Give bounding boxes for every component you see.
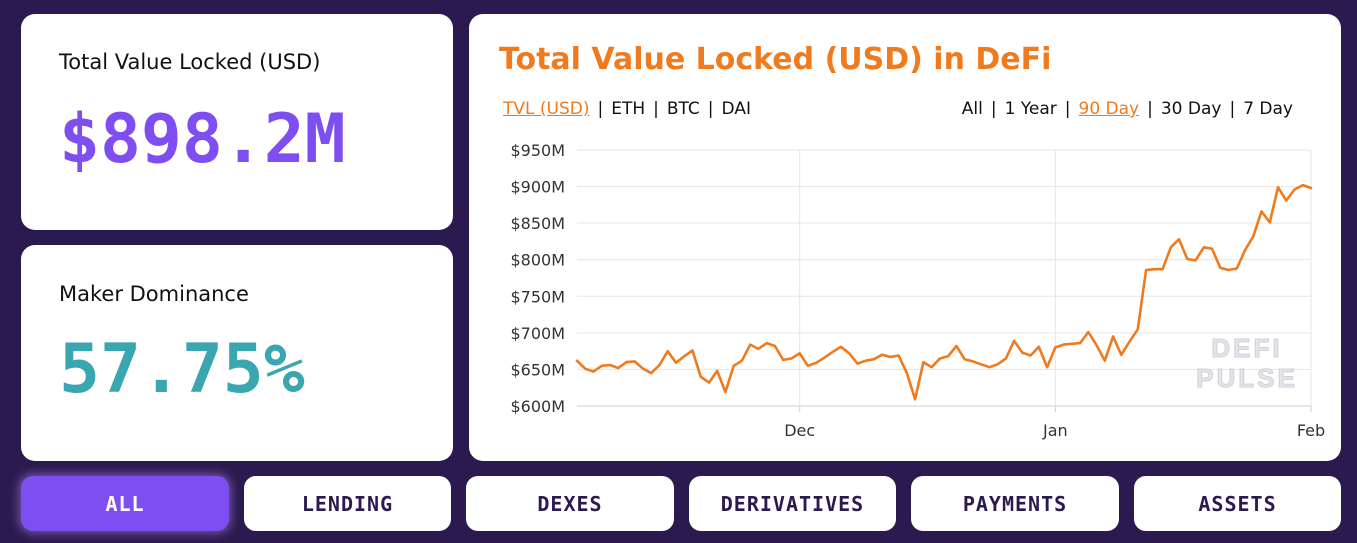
- tab-separator: |: [1229, 99, 1236, 119]
- tab-tvl-usd[interactable]: TVL (USD): [503, 99, 590, 119]
- range-90-day[interactable]: 90 Day: [1078, 99, 1140, 119]
- y-tick-label: $850M: [510, 214, 565, 233]
- range-7-day[interactable]: 7 Day: [1243, 99, 1293, 119]
- y-tick-label: $600M: [510, 397, 565, 416]
- tab-dai[interactable]: DAI: [721, 99, 751, 119]
- tab-separator: |: [597, 99, 604, 119]
- x-tick-label: Feb: [1297, 421, 1325, 440]
- range-all[interactable]: All: [961, 99, 983, 119]
- y-tick-label: $950M: [510, 141, 565, 160]
- metric-tabs: TVL (USD) | ETH | BTC | DAI: [503, 99, 751, 119]
- x-tick-label: Jan: [1042, 421, 1068, 440]
- tvl-value: $898.2M: [59, 100, 346, 179]
- tab-separator: |: [653, 99, 659, 119]
- tvl-line-chart: DEFI PULSE $950M $900M $850M $800M $750M $700…: [510, 141, 1325, 440]
- range-1-year[interactable]: 1 Year: [1004, 99, 1057, 119]
- tvl-series-line: [575, 183, 1313, 401]
- range-30-day[interactable]: 30 Day: [1160, 99, 1222, 119]
- tab-separator: |: [1147, 99, 1153, 119]
- category-all-button[interactable]: ALL: [21, 476, 229, 531]
- y-tick-label: $700M: [510, 324, 565, 343]
- maker-dominance-label: Maker Dominance: [59, 282, 249, 306]
- maker-dominance-card: Maker Dominance 57.75%: [21, 245, 453, 461]
- y-tick-label: $900M: [510, 178, 565, 197]
- watermark-defi: DEFI: [1211, 333, 1282, 363]
- tvl-chart-card: Total Value Locked (USD) in DeFi TVL (US…: [469, 14, 1341, 461]
- tab-btc[interactable]: BTC: [666, 99, 700, 119]
- category-lending-button[interactable]: LENDING: [244, 476, 451, 531]
- tvl-label: Total Value Locked (USD): [59, 50, 321, 74]
- category-payments-button[interactable]: PAYMENTS: [911, 476, 1119, 531]
- category-assets-button[interactable]: ASSETS: [1134, 476, 1341, 531]
- maker-dominance-value: 57.75%: [59, 330, 305, 409]
- tab-separator: |: [990, 99, 997, 119]
- y-tick-label: $650M: [510, 360, 565, 379]
- watermark-pulse: PULSE: [1196, 363, 1298, 393]
- tvl-card: Total Value Locked (USD) $898.2M: [21, 14, 453, 230]
- y-tick-label: $800M: [510, 251, 565, 270]
- tab-separator: |: [707, 99, 714, 119]
- x-tick-label: Dec: [784, 421, 815, 440]
- tab-separator: |: [1064, 99, 1071, 119]
- category-dexes-button[interactable]: DEXES: [466, 476, 674, 531]
- tab-eth[interactable]: ETH: [611, 99, 646, 119]
- y-tick-label: $750M: [510, 287, 565, 306]
- range-tabs: All | 1 Year | 90 Day | 30 Day | 7 Day: [962, 99, 1293, 119]
- chart-title: Total Value Locked (USD) in DeFi: [499, 42, 1052, 77]
- category-derivatives-button[interactable]: DERIVATIVES: [689, 476, 896, 531]
